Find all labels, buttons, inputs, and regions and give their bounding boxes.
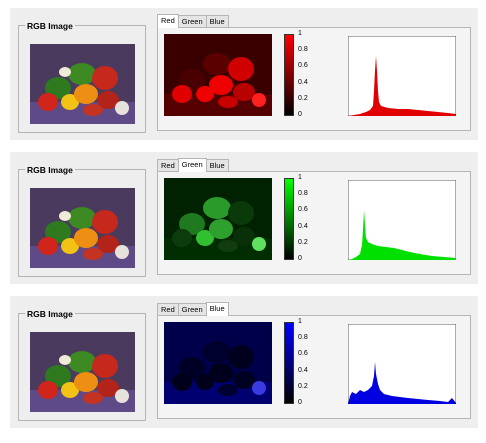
rgb-image-thumbnail xyxy=(30,44,135,124)
colorbar: 1 0.8 0.6 0.4 0.2 0 xyxy=(284,174,318,268)
group-title: RGB Image xyxy=(25,308,75,320)
colorbar-tick: 0.2 xyxy=(298,95,308,102)
red-channel-image xyxy=(164,34,272,116)
colorbar-gradient xyxy=(284,34,294,116)
group-title: RGB Image xyxy=(25,164,75,176)
colorbar-tick: 1 xyxy=(298,318,302,325)
group-title: RGB Image xyxy=(25,20,75,32)
colorbar-tick: 0.4 xyxy=(298,367,308,374)
channel-row-green: RGB Image Red Green Blue xyxy=(10,152,478,284)
channel-panel: 1 0.8 0.6 0.4 0.2 0 10000 5000 0 0 100 2… xyxy=(157,27,471,131)
colorbar-tick: 0.6 xyxy=(298,206,308,213)
channel-panel: 1 0.8 0.6 0.4 0.2 0 10000 5000 0 0 100 2… xyxy=(157,171,471,275)
histogram-chart: 10000 5000 0 0 100 200 xyxy=(348,180,456,260)
tab-blue[interactable]: Blue xyxy=(205,302,229,316)
colorbar-tick: 0 xyxy=(298,255,302,262)
histogram-axes xyxy=(348,36,456,116)
colorbar-tick: 0.2 xyxy=(298,239,308,246)
colorbar-tick: 0.4 xyxy=(298,79,308,86)
histogram-chart: 10000 5000 0 0 100 200 xyxy=(348,324,456,404)
histogram-chart: 10000 5000 0 0 100 200 xyxy=(348,36,456,116)
colorbar-tick: 0.8 xyxy=(298,190,308,197)
colorbar-tick: 0 xyxy=(298,111,302,118)
tab-red[interactable]: Red xyxy=(157,14,179,28)
colorbar-tick: 0.8 xyxy=(298,46,308,53)
tab-blue[interactable]: Blue xyxy=(205,15,229,28)
histogram-area xyxy=(348,362,456,404)
colorbar-tick: 0.6 xyxy=(298,62,308,69)
histogram-area xyxy=(348,210,456,260)
blue-channel-image xyxy=(164,322,272,404)
rgb-image-group: RGB Image xyxy=(18,164,146,277)
channel-row-blue: RGB Image Red Green Blue xyxy=(10,296,478,428)
channel-panel: 1 0.8 0.6 0.4 0.2 0 10000 5000 0 0 100 2… xyxy=(157,315,471,419)
colorbar: 1 0.8 0.6 0.4 0.2 0 xyxy=(284,30,318,124)
colorbar-tick: 0.6 xyxy=(298,350,308,357)
rgb-image-group: RGB Image xyxy=(18,308,146,421)
colorbar-gradient xyxy=(284,322,294,404)
green-channel-image xyxy=(164,178,272,260)
colorbar-tick: 1 xyxy=(298,30,302,37)
colorbar-tick: 0 xyxy=(298,399,302,406)
colorbar-gradient xyxy=(284,178,294,260)
tab-green[interactable]: Green xyxy=(177,158,207,172)
colorbar-tick: 0.8 xyxy=(298,334,308,341)
rgb-image-group: RGB Image xyxy=(18,20,146,133)
colorbar: 1 0.8 0.6 0.4 0.2 0 xyxy=(284,318,318,412)
channel-tabs: Red Green Blue xyxy=(157,302,229,316)
histogram-axes xyxy=(348,324,456,404)
channel-tabs: Red Green Blue xyxy=(157,14,229,28)
colorbar-tick: 0.4 xyxy=(298,223,308,230)
rgb-image-thumbnail xyxy=(30,332,135,412)
colorbar-tick: 1 xyxy=(298,174,302,181)
colorbar-tick: 0.2 xyxy=(298,383,308,390)
channel-tabs: Red Green Blue xyxy=(157,158,229,172)
channel-row-red: RGB Image Red Green Blue xyxy=(10,8,478,140)
rgb-image-thumbnail xyxy=(30,188,135,268)
histogram-area xyxy=(348,56,456,116)
